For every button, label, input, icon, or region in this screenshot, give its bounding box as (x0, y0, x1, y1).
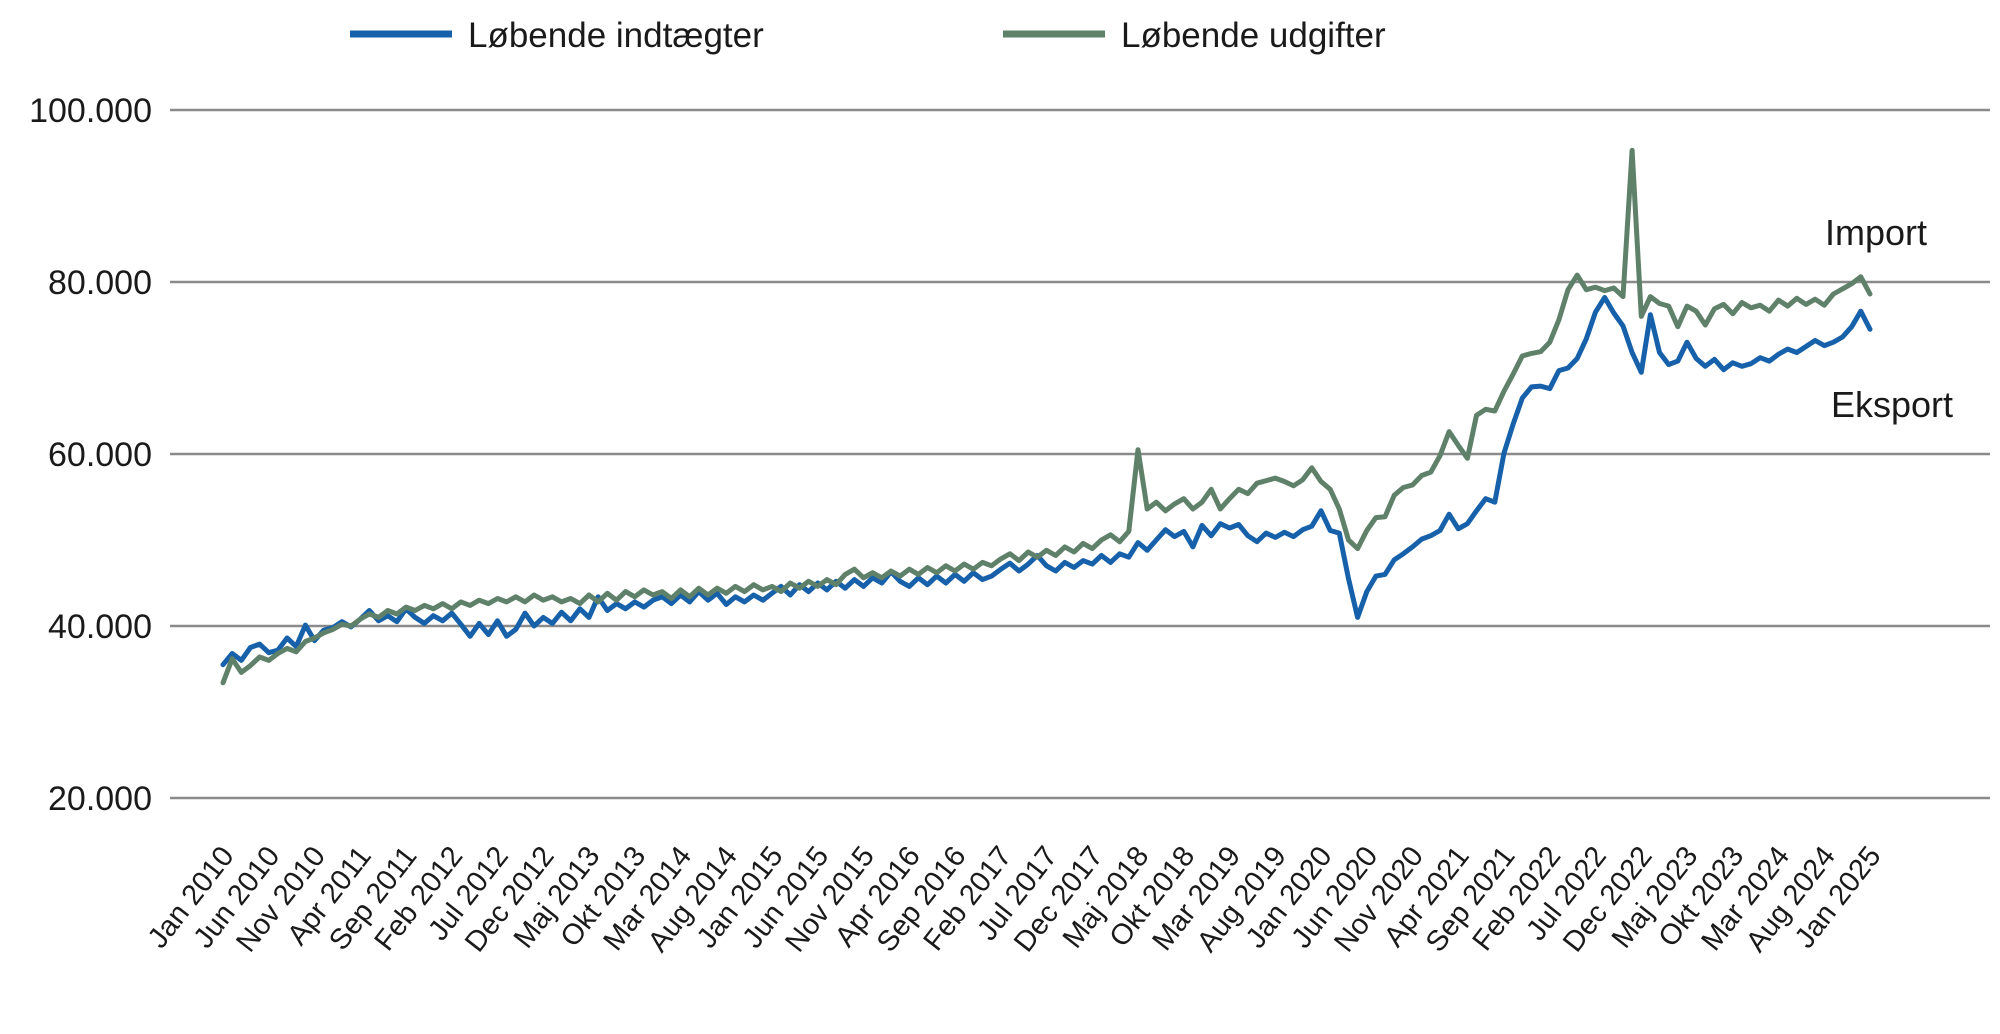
series-lines (220, 147, 1873, 686)
y-tick-label: 100.000 (29, 92, 152, 130)
legend-label-indtaegter: Løbende indtægter (468, 16, 764, 55)
annotation-import: Import (1825, 212, 1927, 253)
gridlines (170, 108, 1990, 800)
y-axis-labels: 20.000 40.000 60.000 80.000 100.000 (29, 92, 152, 818)
y-tick-label: 80.000 (48, 264, 152, 302)
annotation-eksport: Eksport (1831, 384, 1953, 425)
series-line-indtaegter (220, 295, 1873, 668)
legend-label-udgifter: Løbende udgifter (1121, 16, 1386, 55)
legend: Løbende indtægter Løbende udgifter (350, 16, 1386, 55)
y-tick-label: 60.000 (48, 436, 152, 474)
y-tick-label: 20.000 (48, 780, 152, 818)
series-line-udgifter (220, 147, 1873, 686)
y-tick-label: 40.000 (48, 608, 152, 646)
